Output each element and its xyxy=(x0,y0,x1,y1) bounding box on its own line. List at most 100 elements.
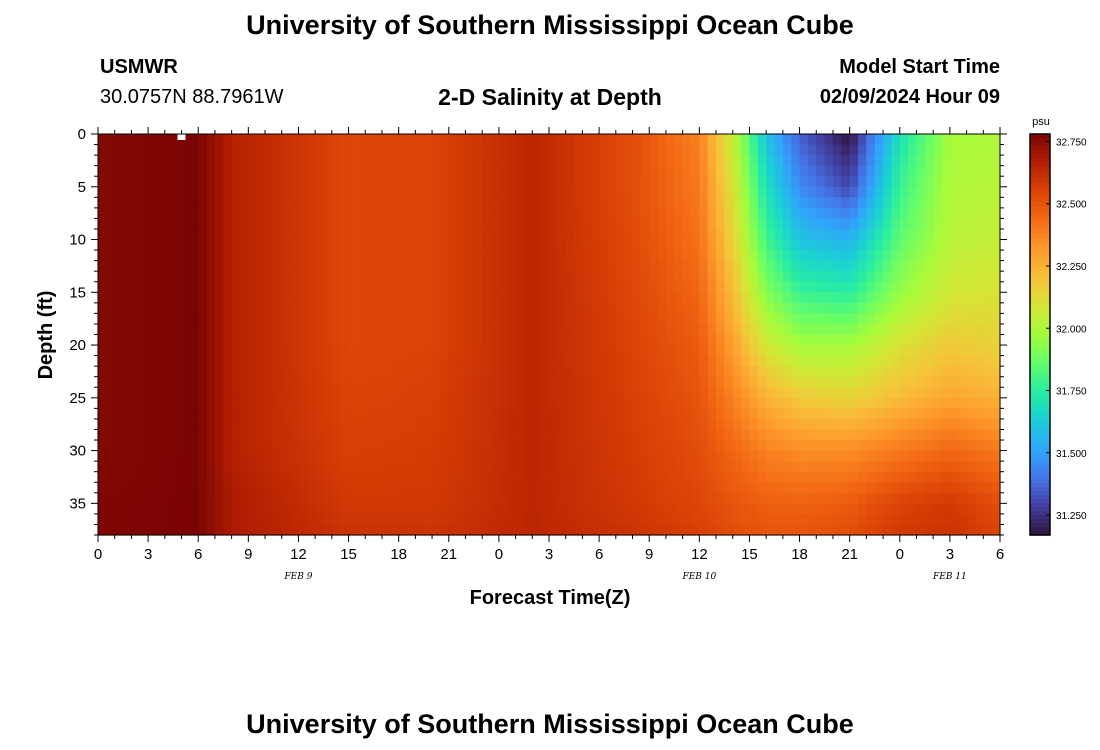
heatmap-cell xyxy=(265,450,274,462)
heatmap-cell xyxy=(106,492,116,504)
heatmap-cell xyxy=(565,218,575,230)
heatmap-cell xyxy=(482,503,492,515)
heatmap-cell xyxy=(106,524,116,536)
colorbar-segment xyxy=(1030,282,1050,287)
heatmap-cell xyxy=(640,387,650,399)
heatmap-cell xyxy=(373,524,383,536)
heatmap-cell xyxy=(214,302,224,314)
colorbar-segment xyxy=(1030,222,1050,227)
heatmap-cell xyxy=(824,218,834,230)
heatmap-cell xyxy=(665,482,675,494)
heatmap-cell xyxy=(114,418,124,431)
heatmap-cell xyxy=(523,345,533,357)
heatmap-cell xyxy=(214,197,224,209)
heatmap-cell xyxy=(582,471,592,483)
heatmap-cell xyxy=(98,302,107,314)
heatmap-cell xyxy=(206,355,216,367)
heatmap-cell xyxy=(724,302,734,314)
heatmap-cell xyxy=(381,334,391,346)
heatmap-cell xyxy=(407,334,416,346)
heatmap-cell xyxy=(532,292,542,304)
heatmap-cell xyxy=(749,355,759,367)
heatmap-cell xyxy=(457,450,467,462)
heatmap-cell xyxy=(415,397,425,409)
heatmap-cell xyxy=(490,345,500,357)
heatmap-cell xyxy=(807,165,817,177)
heatmap-cell xyxy=(799,418,809,431)
heatmap-cell xyxy=(373,355,383,367)
heatmap-cell xyxy=(423,450,433,462)
heatmap-cell xyxy=(866,207,876,220)
heatmap-cell xyxy=(807,387,817,399)
heatmap-cell xyxy=(348,513,358,526)
heatmap-cell xyxy=(665,165,675,177)
heatmap-cell xyxy=(457,387,467,399)
heatmap-cell xyxy=(757,408,767,420)
heatmap-cell xyxy=(916,524,926,536)
heatmap-cell xyxy=(198,323,208,336)
heatmap-cell xyxy=(974,513,984,526)
heatmap-cell xyxy=(407,482,416,494)
heatmap-cell xyxy=(590,197,600,209)
heatmap-cell xyxy=(281,482,291,494)
heatmap-cell xyxy=(248,524,258,536)
heatmap-cell xyxy=(941,239,951,251)
heatmap-cell xyxy=(123,302,133,314)
heatmap-cell xyxy=(223,503,233,515)
heatmap-cell xyxy=(331,387,341,399)
heatmap-cell xyxy=(131,387,141,399)
heatmap-cell xyxy=(432,186,442,198)
heatmap-cell xyxy=(106,366,116,378)
heatmap-cell xyxy=(849,281,859,293)
heatmap-cell xyxy=(223,471,233,483)
heatmap-cell xyxy=(716,260,725,272)
heatmap-cell xyxy=(983,313,993,325)
heatmap-cell xyxy=(983,461,993,473)
heatmap-cell xyxy=(465,323,475,336)
heatmap-cell xyxy=(807,292,817,304)
heatmap-cell xyxy=(265,482,274,494)
heatmap-cell xyxy=(766,450,776,462)
heatmap-cell xyxy=(440,387,450,399)
heatmap-cell xyxy=(315,292,325,304)
heatmap-cell xyxy=(139,471,149,483)
colorbar-segment xyxy=(1030,418,1050,424)
heatmap-cell xyxy=(707,281,717,293)
heatmap-cell xyxy=(106,461,116,473)
heatmap-cell xyxy=(565,387,575,399)
heatmap-cell xyxy=(273,376,283,388)
heatmap-cell xyxy=(415,355,425,367)
heatmap-cell xyxy=(398,387,408,399)
heatmap-cell xyxy=(858,418,867,431)
heatmap-cell xyxy=(991,197,1001,209)
heatmap-cell xyxy=(415,313,425,325)
heatmap-cell xyxy=(983,397,993,409)
heatmap-cell xyxy=(941,228,951,241)
heatmap-cell xyxy=(173,355,183,367)
heatmap-cell xyxy=(540,482,550,494)
heatmap-cell xyxy=(849,292,859,304)
heatmap-cell xyxy=(498,397,508,409)
heatmap-cell xyxy=(824,239,834,251)
heatmap-cell xyxy=(231,503,241,515)
heatmap-cell xyxy=(974,313,984,325)
heatmap-cell xyxy=(448,155,458,167)
heatmap-cell xyxy=(139,186,149,198)
heatmap-cell xyxy=(448,228,458,241)
heatmap-cell xyxy=(949,429,959,441)
heatmap-cell xyxy=(239,250,249,262)
heatmap-cell xyxy=(114,292,124,304)
heatmap-cell xyxy=(390,450,400,462)
heatmap-cell xyxy=(665,513,675,526)
heatmap-cell xyxy=(340,513,350,526)
heatmap-cell xyxy=(239,366,249,378)
heatmap-cell xyxy=(624,144,634,156)
heatmap-cell xyxy=(223,197,233,209)
heatmap-cell xyxy=(440,144,450,156)
heatmap-cell xyxy=(582,492,592,504)
heatmap-cell xyxy=(306,524,316,536)
heatmap-cell xyxy=(239,207,249,220)
x-tick-label: 0 xyxy=(896,546,904,563)
heatmap-cell xyxy=(189,186,199,198)
heatmap-cell xyxy=(782,165,792,177)
